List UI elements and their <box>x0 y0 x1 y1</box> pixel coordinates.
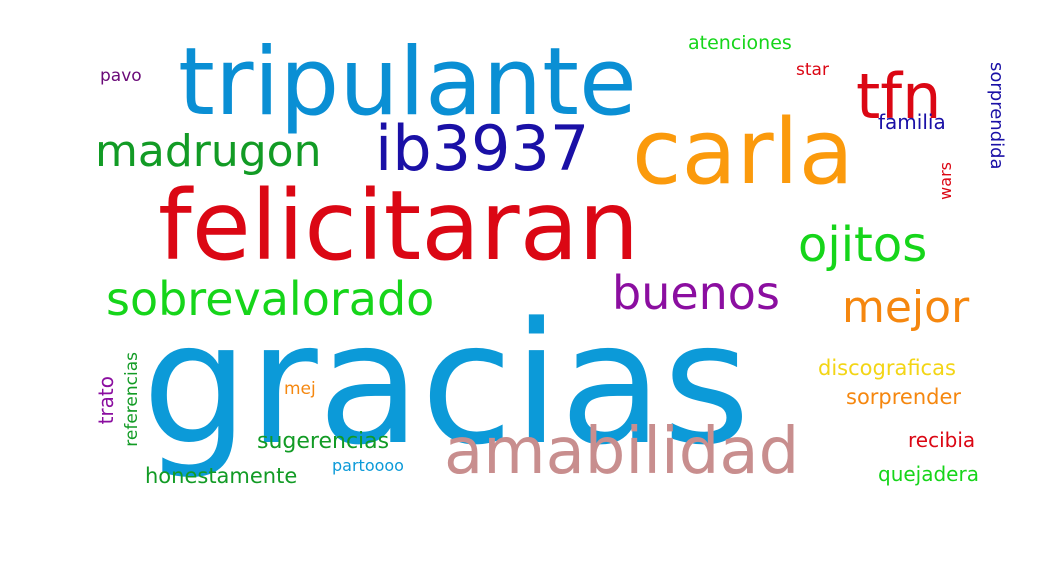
word-sobrevalorado: sobrevalorado <box>106 272 435 326</box>
word-atenciones: atenciones <box>688 32 792 54</box>
word-carla: carla <box>632 100 854 205</box>
word-sorprendida: sorprendida <box>986 62 1007 170</box>
word-ib3937: ib3937 <box>375 112 590 185</box>
word-sugerencias: sugerencias <box>257 429 390 454</box>
word-honestamente: honestamente <box>145 464 298 488</box>
word-gracias: gracias <box>142 286 751 482</box>
word-familia: familia <box>878 110 946 134</box>
word-pavo: pavo <box>100 66 142 86</box>
word-felicitaran: felicitaran <box>158 170 640 282</box>
word-ojitos: ojitos <box>798 217 928 273</box>
word-quejadera: quejadera <box>878 462 979 486</box>
word-sorprender: sorprender <box>846 385 962 409</box>
word-amabilidad: amabilidad <box>444 415 800 489</box>
word-trato: trato <box>94 376 118 425</box>
word-wars: wars <box>936 162 955 200</box>
word-discograficas: discograficas <box>818 356 956 380</box>
word-recibia: recibia <box>908 428 976 452</box>
word-buenos: buenos <box>612 266 780 320</box>
word-tfn: tfn <box>856 60 942 133</box>
word-tripulante: tripulante <box>178 28 637 137</box>
word-partoooo: partoooo <box>332 456 404 475</box>
word-mej: mej <box>284 379 316 399</box>
word-star: star <box>796 60 829 80</box>
word-madrugon: madrugon <box>95 126 322 177</box>
word-mejor: mejor <box>842 282 970 333</box>
word-referencias: referencias <box>122 352 142 447</box>
